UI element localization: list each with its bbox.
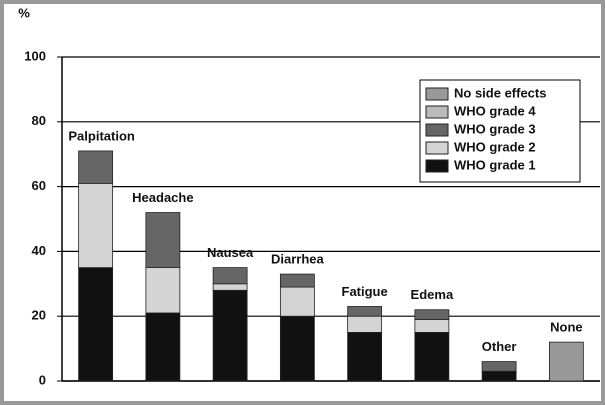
bar-segment [78,150,114,184]
legend-swatch [425,141,449,155]
legend-swatch [425,159,449,173]
bar-segment [78,267,114,382]
legend-swatch [425,123,449,137]
y-tick-label: 60 [32,178,46,193]
category-label: None [550,320,583,335]
legend-label: WHO grade 1 [454,157,536,172]
category-label: Fatigue [342,284,388,299]
category-label: Diarrhea [271,252,325,267]
bar-segment [279,315,315,382]
bar-segment [78,182,114,268]
bar-segment [481,370,517,382]
y-tick-label: 40 [32,243,46,258]
legend-swatch [425,105,449,119]
legend-swatch [425,87,449,101]
bar-segment [279,286,315,317]
bar-segment [212,267,248,285]
y-tick-label: 80 [32,113,46,128]
bar-segment [414,319,450,333]
legend-label: WHO grade 2 [454,139,536,154]
bar-segment [145,312,181,382]
y-tick-label: 20 [32,308,46,323]
category-label: Nausea [207,245,254,260]
bar-segment [414,309,450,320]
legend-label: WHO grade 3 [454,121,536,136]
bar-segment [347,315,383,333]
bar-segment [279,273,315,288]
y-axis-label: % [18,5,30,20]
category-label: Edema [411,287,454,302]
legend-label: WHO grade 4 [454,103,536,118]
bar-segment [212,289,248,382]
y-tick-label: 0 [39,372,46,387]
bar-segment [414,331,450,382]
bar-segment [481,361,517,372]
bar-segment [145,267,181,314]
y-tick-label: 100 [24,48,46,63]
bar-segment [347,331,383,382]
category-label: Palpitation [68,128,135,143]
bar-segment [145,212,181,269]
category-label: Other [482,339,517,354]
bar-segment [548,341,584,382]
bar-segment [347,306,383,317]
bar-segment [212,283,248,291]
legend-label: No side effects [454,85,546,100]
category-label: Headache [132,190,193,205]
